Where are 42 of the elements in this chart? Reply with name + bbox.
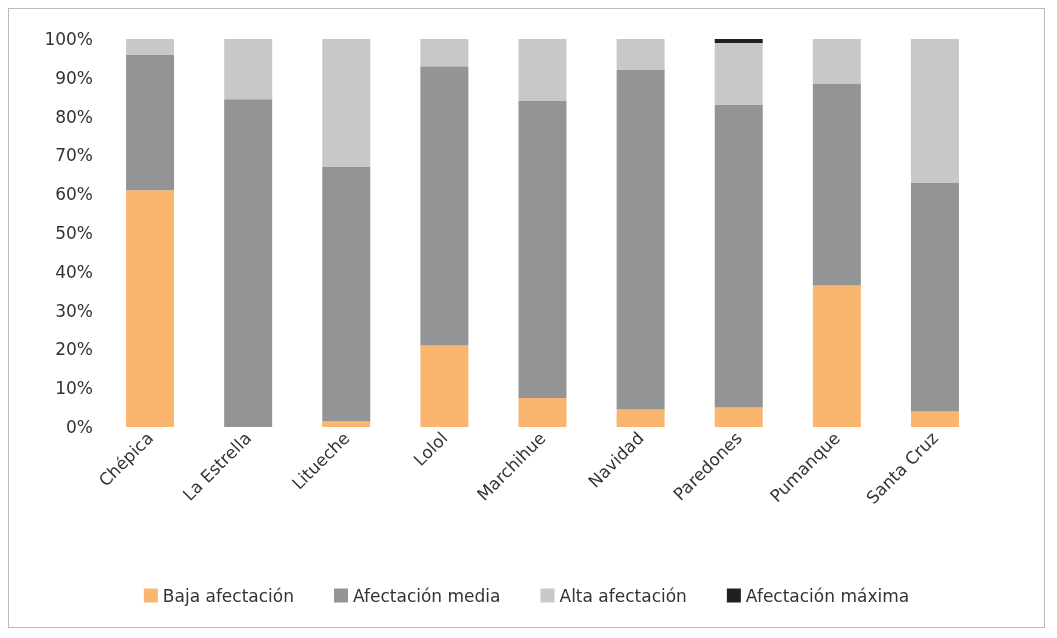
- bar: [812, 83, 861, 286]
- bar: [224, 39, 273, 100]
- bar: [910, 411, 959, 427]
- y-tick-label: 40%: [55, 261, 93, 282]
- y-tick-label: 20%: [55, 339, 93, 360]
- bar: [322, 39, 371, 168]
- y-tick-label: 90%: [55, 67, 93, 88]
- y-tick-label: 30%: [55, 300, 93, 321]
- bar: [126, 39, 175, 55]
- y-tick-label: 0%: [66, 417, 93, 437]
- bar: [910, 182, 959, 412]
- y-tick-label: 60%: [55, 184, 93, 205]
- y-tick-label: 10%: [55, 378, 93, 399]
- bar: [714, 104, 763, 408]
- bar: [518, 101, 567, 398]
- legend-label: Alta afectación: [559, 585, 687, 606]
- bar: [812, 285, 861, 427]
- bar: [224, 99, 273, 427]
- bar: [910, 39, 959, 183]
- bar: [714, 42, 763, 105]
- legend-label: Afectación máxima: [745, 585, 910, 606]
- bar: [420, 66, 469, 346]
- bar: [322, 167, 371, 422]
- bar: [714, 407, 763, 427]
- bar: [812, 39, 861, 84]
- bar: [420, 345, 469, 427]
- y-tick-label: 70%: [55, 145, 93, 166]
- bar: [616, 409, 665, 427]
- legend-label: Afectación media: [353, 585, 501, 606]
- y-tick-label: 80%: [55, 106, 93, 127]
- bar: [616, 39, 665, 71]
- bar: [126, 190, 175, 427]
- bar: [616, 70, 665, 410]
- bar: [322, 421, 371, 427]
- legend-label: Baja afectación: [162, 585, 295, 606]
- y-tick-label: 100%: [44, 29, 93, 49]
- bar: [420, 39, 469, 67]
- y-tick-label: 50%: [55, 223, 93, 243]
- bar: [518, 397, 567, 427]
- bar: [126, 54, 175, 191]
- bar: [518, 39, 567, 102]
- bar: [714, 39, 763, 43]
